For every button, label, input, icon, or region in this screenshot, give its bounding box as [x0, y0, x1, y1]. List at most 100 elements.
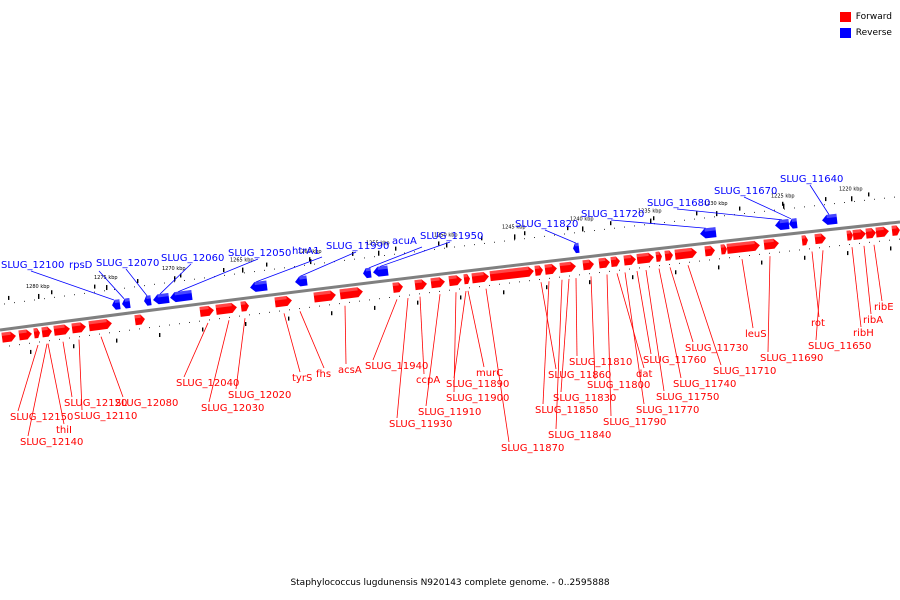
reverse-gene-arrow[interactable]: [111, 299, 121, 310]
forward-gene-arrow[interactable]: [763, 238, 779, 250]
kbp-tick-label: 1260 kbp: [298, 249, 322, 255]
forward-label-leader: [687, 265, 722, 366]
scale-dot-upper: [854, 200, 855, 202]
forward-gene-arrow[interactable]: [274, 295, 292, 308]
gene-body: [489, 266, 534, 282]
reverse-gene-arrow[interactable]: [249, 280, 268, 293]
reverse-gene-arrow[interactable]: [152, 292, 170, 305]
forward-gene-label: SLUG_11750: [656, 392, 719, 403]
scale-dot-upper: [684, 219, 685, 221]
forward-gene-arrow[interactable]: [582, 259, 594, 271]
scale-dot-upper: [894, 196, 895, 198]
reverse-gene-arrow[interactable]: [169, 289, 193, 303]
forward-label-leader: [575, 278, 578, 357]
forward-gene-arrow[interactable]: [215, 302, 237, 315]
gene-body: [448, 275, 462, 287]
forward-label-leader: [467, 290, 485, 368]
gene-highlight: [655, 251, 660, 256]
forward-gene-arrow[interactable]: [534, 265, 543, 276]
gene-body: [789, 218, 798, 229]
scale-dot-upper: [244, 272, 245, 274]
genome-caption: Staphylococcus lugdunensis N920143 compl…: [290, 578, 610, 588]
scale-dot-lower: [169, 324, 170, 326]
gene-highlight: [313, 290, 331, 296]
gene-body: [822, 213, 838, 225]
forward-gene-arrow[interactable]: [471, 271, 489, 284]
forward-gene-arrow[interactable]: [801, 235, 808, 246]
scale-dot-lower: [399, 295, 400, 297]
gene-body: [865, 228, 876, 239]
forward-gene-arrow[interactable]: [448, 275, 462, 287]
forward-gene-arrow[interactable]: [655, 251, 662, 262]
forward-gene-arrow[interactable]: [726, 240, 761, 254]
forward-gene-arrow[interactable]: [610, 256, 620, 268]
forward-gene-arrow[interactable]: [392, 282, 403, 293]
forward-gene-arrow[interactable]: [313, 290, 336, 303]
forward-gene-arrow[interactable]: [664, 250, 673, 261]
scale-dot-lower: [129, 329, 130, 331]
kbp-tick-mark: [582, 226, 584, 232]
forward-gene-arrow[interactable]: [41, 326, 52, 338]
forward-gene-arrow[interactable]: [463, 273, 470, 285]
forward-gene-label: SLUG_12030: [201, 403, 264, 414]
reverse-gene-arrow[interactable]: [699, 227, 717, 239]
major-tick-lower: [245, 322, 247, 327]
forward-gene-arrow[interactable]: [71, 322, 86, 334]
major-tick-upper: [567, 226, 569, 231]
forward-gene-arrow[interactable]: [1, 331, 16, 343]
gene-highlight: [41, 326, 48, 331]
reverse-gene-arrow[interactable]: [774, 219, 790, 230]
gene-body: [875, 226, 889, 238]
forward-gene-arrow[interactable]: [720, 244, 727, 255]
forward-gene-arrow[interactable]: [636, 252, 654, 265]
forward-gene-label: SLUG_11770: [636, 405, 699, 416]
forward-gene-arrow[interactable]: [414, 279, 427, 291]
forward-gene-arrow[interactable]: [134, 314, 145, 326]
forward-gene-arrow[interactable]: [852, 229, 867, 241]
major-tick-upper: [610, 221, 612, 226]
reverse-gene-arrow[interactable]: [121, 297, 131, 309]
forward-gene-arrow[interactable]: [865, 228, 876, 239]
reverse-gene-arrow[interactable]: [572, 242, 580, 254]
reverse-gene-arrow[interactable]: [788, 218, 798, 229]
forward-label-leader: [425, 294, 441, 407]
forward-gene-arrow[interactable]: [544, 263, 557, 275]
major-tick-lower: [116, 338, 118, 343]
forward-gene-arrow[interactable]: [623, 254, 636, 266]
scale-dot-lower: [219, 318, 220, 320]
gene-highlight: [779, 219, 789, 224]
reverse-gene-arrow[interactable]: [294, 275, 308, 287]
forward-gene-arrow[interactable]: [875, 226, 890, 238]
forward-gene-arrow[interactable]: [18, 329, 32, 341]
forward-gene-arrow[interactable]: [53, 324, 70, 336]
scale-dot-upper: [364, 257, 365, 259]
forward-label-leader: [851, 247, 862, 328]
gene-highlight: [801, 235, 806, 239]
forward-gene-arrow[interactable]: [199, 305, 214, 317]
forward-gene-arrow[interactable]: [88, 318, 112, 332]
forward-gene-arrow[interactable]: [814, 233, 826, 245]
forward-gene-arrow[interactable]: [704, 245, 715, 257]
forward-gene-arrow[interactable]: [559, 261, 576, 273]
reverse-gene-arrow[interactable]: [362, 267, 372, 279]
forward-gene-arrow[interactable]: [33, 328, 40, 339]
forward-gene-arrow[interactable]: [339, 287, 363, 300]
forward-gene-arrow[interactable]: [489, 266, 535, 282]
forward-label-leader: [741, 259, 754, 329]
forward-gene-arrow[interactable]: [674, 247, 698, 260]
forward-gene-arrow[interactable]: [240, 301, 249, 312]
gene-highlight: [124, 297, 130, 302]
reverse-gene-arrow[interactable]: [143, 295, 152, 306]
forward-gene-arrow[interactable]: [846, 230, 853, 241]
forward-gene-arrow[interactable]: [430, 277, 445, 289]
scale-dot-upper: [64, 295, 65, 297]
forward-gene-arrow[interactable]: [598, 257, 610, 269]
reverse-gene-arrow[interactable]: [372, 265, 389, 278]
reverse-gene-arrow[interactable]: [822, 213, 838, 226]
forward-gene-arrow[interactable]: [891, 225, 900, 236]
scale-dot-lower: [279, 310, 280, 312]
forward-gene-label: acsA: [338, 365, 362, 376]
scale-dot-upper: [104, 290, 105, 292]
gene-body: [71, 322, 86, 334]
forward-gene-label: ccpA: [416, 375, 440, 386]
